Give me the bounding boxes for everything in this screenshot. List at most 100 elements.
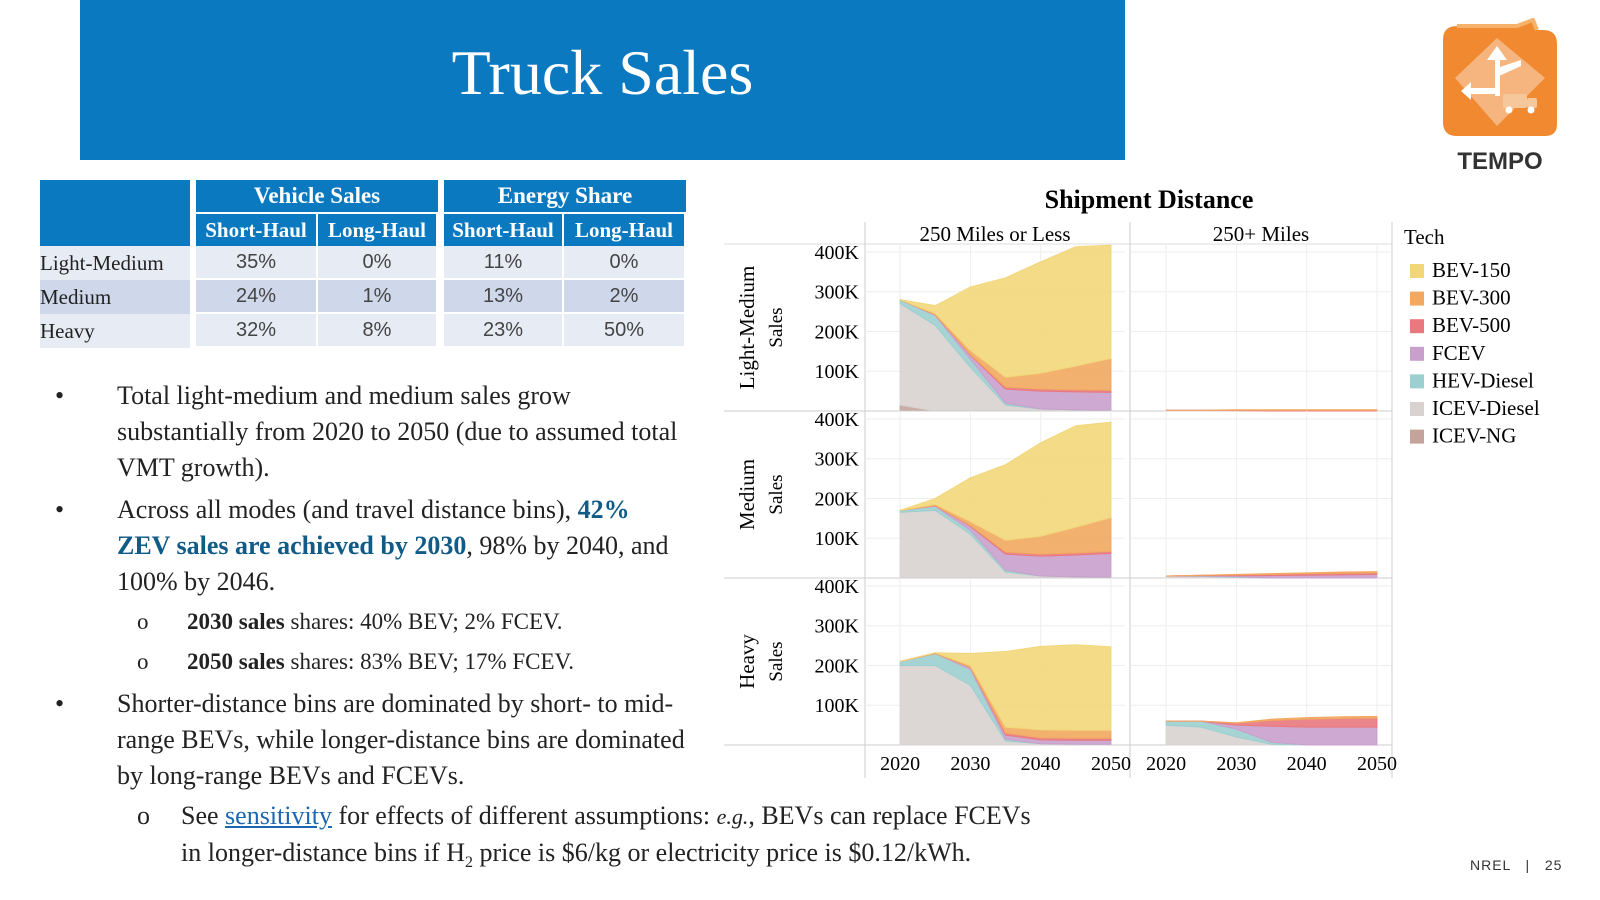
chart-title: Shipment Distance — [1045, 185, 1254, 214]
x-tick-label: 2050 — [1357, 753, 1397, 775]
area-bev-150 — [899, 421, 1112, 541]
y-tick-label: 200K — [815, 321, 860, 343]
y-axis-label: Sales — [766, 641, 787, 681]
x-tick-label: 2030 — [1216, 753, 1256, 775]
x-tick-label: 2040 — [1287, 753, 1327, 775]
legend-swatch — [1410, 374, 1424, 389]
bullet-icon: • — [55, 381, 65, 410]
table-cell: 50% — [564, 314, 686, 348]
y-tick-label: 300K — [815, 282, 860, 304]
sub-bullet-item: o 2050 sales shares: 83% BEV; 17% FCEV. — [55, 646, 685, 678]
table-cell: 2% — [564, 280, 686, 314]
page-title: Truck Sales — [451, 37, 754, 108]
legend-label: FCEV — [1432, 341, 1486, 365]
sales-share-table: Vehicle Sales Energy Share Short-Haul Lo… — [40, 180, 686, 348]
y-tick-label: 300K — [815, 616, 860, 638]
legend-label: BEV-300 — [1432, 286, 1511, 310]
chart-legend: Tech BEV-150 BEV-300 BEV-500 FCEV HEV-Diesel I… — [1404, 225, 1540, 448]
y-tick-label: 200K — [815, 488, 860, 510]
bullet-item: • Across all modes (and travel distance … — [55, 492, 685, 600]
subheader: Long-Haul — [564, 214, 686, 246]
shipment-distance-chart: Shipment Distance 250 Miles or Less 250+ … — [724, 185, 1540, 778]
bullet-text: Shorter-distance bins are dominated by s… — [117, 689, 685, 790]
group-header-energy-share: Energy Share — [444, 180, 686, 214]
table-cell: 32% — [196, 314, 318, 348]
legend-swatch — [1410, 319, 1424, 334]
y-axis-label: Sales — [766, 474, 787, 514]
note-text: in longer-distance bins if H — [181, 838, 465, 867]
row-label: Light-Medium — [735, 266, 759, 390]
table-cell: 8% — [318, 314, 438, 348]
area-bev-150 — [900, 644, 1112, 731]
legend-label: BEV-150 — [1432, 258, 1511, 282]
tempo-logo-text: TEMPO — [1457, 148, 1543, 175]
table-row: Light-Medium 35% 0% 11% 0% — [40, 246, 686, 280]
table-cell: 23% — [444, 314, 564, 348]
table-cell: 0% — [564, 246, 686, 280]
legend-label: HEV-Diesel — [1432, 368, 1534, 392]
table-cell: 24% — [196, 280, 318, 314]
sensitivity-link[interactable]: sensitivity — [225, 801, 332, 830]
row-label: Heavy — [735, 634, 759, 689]
tempo-logo-icon — [1443, 17, 1557, 136]
bullet-list: • Total light-medium and medium sales gr… — [55, 378, 685, 800]
y-tick-label: 100K — [815, 528, 860, 550]
bullet-text: Total light-medium and medium sales grow… — [117, 381, 678, 482]
y-tick-label: 100K — [815, 695, 860, 717]
note-text: See — [181, 801, 219, 830]
legend-label: BEV-500 — [1432, 313, 1511, 337]
table-cell: 35% — [196, 246, 318, 280]
legend-label: ICEV-NG — [1432, 424, 1516, 448]
bullet-text: Across all modes (and travel distance bi… — [117, 495, 572, 524]
row-label: Medium — [735, 459, 759, 530]
legend-swatch — [1410, 346, 1424, 361]
circle-bullet-icon: o — [137, 649, 149, 674]
legend-swatch — [1410, 402, 1424, 416]
y-axis-label: Sales — [766, 307, 787, 347]
sensitivity-note: o See sensitivity for effects of differe… — [55, 798, 1155, 881]
chart-panels: 250 Miles or Less 250+ Miles 100K 200K 300K 4… — [724, 222, 1397, 778]
bullet-item: • Total light-medium and medium sales gr… — [55, 378, 685, 486]
tempo-logo: TEMPO — [1437, 17, 1563, 178]
subheader: Short-Haul — [196, 214, 318, 246]
bullet-icon: • — [55, 495, 65, 524]
legend-swatch — [1410, 264, 1424, 278]
table-corner — [40, 180, 190, 246]
column-header: 250 Miles or Less — [919, 222, 1070, 246]
page-number: 25 — [1544, 857, 1563, 873]
area-bev-300 — [1166, 715, 1378, 724]
circle-bullet-icon: o — [137, 609, 149, 634]
bullet-item: • Shorter-distance bins are dominated by… — [55, 686, 685, 794]
legend-title: Tech — [1404, 225, 1445, 249]
row-label: Light-Medium — [40, 246, 190, 280]
area-bev-300 — [1166, 571, 1378, 577]
y-tick-label: 400K — [815, 242, 860, 264]
note-text: , BEVs can replace FCEVs — [748, 801, 1031, 830]
sub-bullet-text: shares: 83% BEV; 17% FCEV. — [290, 649, 574, 674]
footer-org: NREL — [1470, 857, 1511, 873]
y-tick-label: 200K — [815, 655, 860, 677]
y-tick-label: 400K — [815, 576, 860, 598]
y-tick-label: 300K — [815, 449, 860, 471]
table-cell: 13% — [444, 280, 564, 314]
subheader: Long-Haul — [318, 214, 438, 246]
subheader: Short-Haul — [444, 214, 564, 246]
bullet-highlight: 42% ZEV sales are achieved by 2030 — [117, 495, 630, 560]
title-bar: Truck Sales — [80, 0, 1125, 160]
x-tick-label: 2020 — [880, 753, 920, 775]
y-tick-label: 100K — [815, 361, 860, 383]
group-header-vehicle-sales: Vehicle Sales — [196, 180, 438, 214]
x-tick-label: 2040 — [1021, 753, 1061, 775]
row-label: Medium — [40, 280, 190, 314]
sub-bullet-text: shares: 40% BEV; 2% FCEV. — [290, 609, 563, 634]
sub-bullet-item: o See sensitivity for effects of differe… — [55, 798, 1155, 881]
circle-bullet-icon: o — [137, 801, 150, 830]
sub-bullet-bold: 2030 sales — [187, 609, 285, 634]
note-text: price is $6/kg or electricity price is $… — [472, 838, 972, 867]
x-tick-label: 2050 — [1091, 753, 1131, 775]
column-header: 250+ Miles — [1213, 222, 1309, 246]
row-label: Heavy — [40, 314, 190, 348]
table-row: Heavy 32% 8% 23% 50% — [40, 314, 686, 348]
y-tick-label: 400K — [815, 409, 860, 431]
legend-swatch — [1410, 291, 1424, 306]
